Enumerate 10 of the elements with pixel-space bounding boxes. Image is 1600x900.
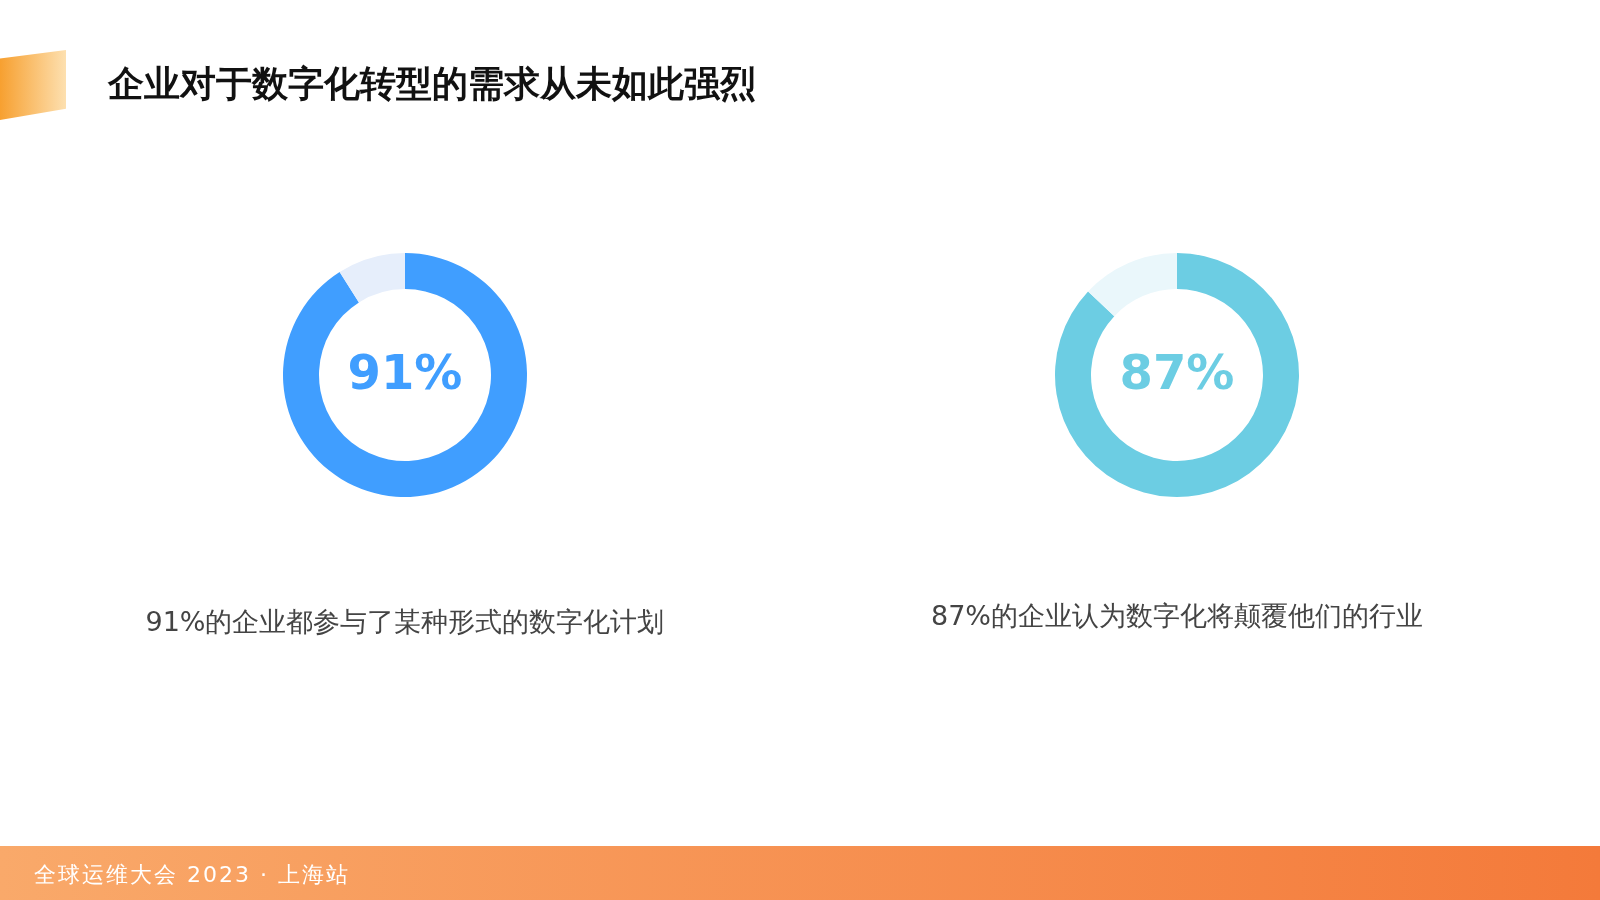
chart-title: 企业对于数字化转型的需求从未如此强烈: [108, 62, 756, 106]
donut-slice: [1088, 253, 1177, 317]
donut-slice: [283, 253, 527, 497]
data-label: 87%: [1119, 344, 1235, 400]
text: 全球运维大会 2023 · 上海站: [34, 861, 350, 889]
text: 87%的企业认为数字化将颠覆他们的行业: [930, 599, 1424, 633]
text: 91%的企业都参与了某种形式的数字化计划: [144, 605, 666, 639]
donut-slice: [339, 253, 405, 303]
donut-slice: [1055, 253, 1299, 497]
data-label: 91%: [347, 344, 463, 400]
